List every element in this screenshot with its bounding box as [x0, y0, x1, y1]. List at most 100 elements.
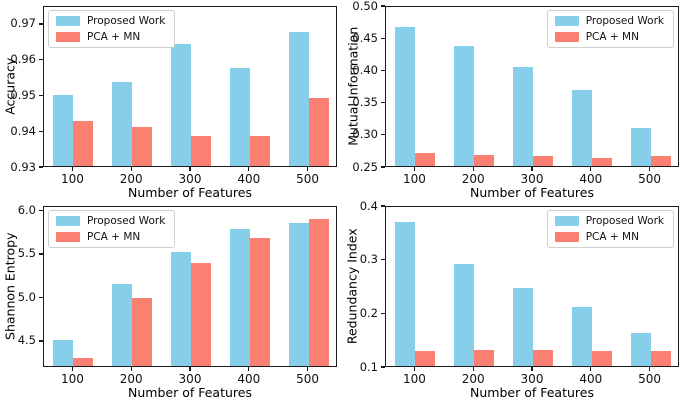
bar-pca-mn-500: [308, 97, 329, 166]
y-tick-label: 0.95: [10, 87, 36, 102]
x-axis-label: Number of Features: [128, 385, 252, 400]
legend: Proposed Work PCA + MN: [546, 10, 674, 48]
legend: Proposed Work PCA + MN: [48, 10, 176, 48]
bar-proposed-work-100: [53, 340, 74, 366]
x-tick-mark: [71, 167, 74, 171]
legend-swatch-icon: [554, 216, 579, 227]
x-tick-label: 400: [237, 172, 261, 186]
bar-proposed-work-100: [395, 27, 416, 166]
y-tick-mark: [381, 69, 385, 72]
y-tick-mark: [381, 312, 385, 314]
bar-proposed-work-400: [571, 306, 592, 366]
bar-pca-mn-100: [73, 121, 94, 166]
y-axis-label-wrap: Redundancy Index: [344, 206, 362, 367]
x-tick-mark: [590, 167, 592, 171]
y-tick-label: 0.35: [352, 95, 378, 110]
y-tick-mark: [39, 209, 43, 212]
x-tick-label: 200: [119, 372, 143, 386]
y-tick-mark: [39, 253, 43, 255]
bar-proposed-work-500: [630, 128, 651, 166]
bar-proposed-work-200: [454, 264, 475, 366]
y-tick-label: 0.40: [352, 62, 378, 77]
x-tick-label: 400: [579, 172, 603, 186]
x-tick-label: 300: [520, 372, 544, 386]
bar-pca-mn-400: [591, 351, 612, 366]
legend-item: Proposed Work: [56, 216, 165, 227]
x-tick-mark: [130, 367, 132, 371]
x-tick-label: 500: [296, 172, 320, 186]
y-tick-mark: [381, 205, 385, 207]
x-tick-label: 500: [638, 372, 662, 386]
x-tick-mark: [306, 167, 309, 171]
x-tick-label: 200: [119, 172, 143, 186]
bar-pca-mn-200: [132, 297, 153, 366]
legend-swatch-icon: [554, 231, 579, 242]
x-tick-mark: [531, 367, 533, 371]
x-tick-label: 100: [60, 172, 84, 186]
x-tick-label: 100: [402, 172, 426, 186]
y-tick-label: 5.5: [17, 246, 36, 261]
x-tick-mark: [413, 367, 416, 371]
y-tick-mark: [381, 259, 385, 261]
x-tick-mark: [648, 167, 651, 171]
chart-mutual-information: Mutual Information 0.25 0.30 0.35 0.40 0.45 0.…: [342, 0, 685, 200]
legend-swatch-icon: [56, 16, 80, 27]
x-axis-label: Number of Features: [128, 185, 252, 200]
x-tick-mark: [472, 167, 474, 171]
bar-pca-mn-300: [191, 262, 211, 366]
legend-item: Proposed Work: [554, 216, 664, 227]
bar-pca-mn-300: [191, 135, 211, 166]
y-tick-mark: [39, 130, 43, 132]
bar-pca-mn-500: [650, 155, 671, 166]
y-axis-label-wrap: Accuracy: [2, 6, 20, 167]
x-tick-mark: [648, 367, 651, 371]
legend-label: Proposed Work: [585, 15, 664, 27]
bar-proposed-work-200: [112, 284, 133, 366]
x-tick-label: 300: [178, 172, 202, 186]
y-tick-mark: [381, 5, 385, 7]
x-tick-mark: [590, 367, 592, 371]
y-axis-label: Redundancy Index: [344, 228, 360, 345]
bar-pca-mn-300: [533, 350, 553, 366]
legend-swatch-icon: [554, 16, 579, 27]
y-tick-mark: [39, 296, 43, 299]
legend-label: Proposed Work: [87, 215, 166, 227]
bar-pca-mn-300: [533, 155, 553, 166]
legend-item: PCA + MN: [56, 231, 165, 243]
y-tick-label: 4.5: [17, 333, 36, 348]
y-tick-mark: [39, 59, 43, 61]
bar-pca-mn-100: [415, 153, 436, 166]
bar-pca-mn-200: [474, 154, 495, 166]
x-tick-label: 200: [461, 172, 485, 186]
bar-pca-mn-400: [591, 157, 612, 166]
bar-proposed-work-300: [513, 67, 533, 166]
bar-pca-mn-100: [73, 357, 94, 366]
y-tick-label: 0.1: [359, 359, 378, 374]
x-tick-mark: [306, 367, 309, 371]
y-tick-label: 0.50: [352, 0, 378, 13]
plot-area: [385, 206, 679, 367]
y-tick-label: 0.30: [352, 127, 378, 142]
bar-proposed-work-300: [171, 251, 191, 366]
legend: Proposed Work PCA + MN: [48, 210, 176, 248]
bar-pca-mn-400: [249, 135, 270, 166]
bar-pca-mn-400: [249, 237, 270, 366]
bar-proposed-work-400: [229, 68, 250, 166]
x-tick-label: 400: [579, 372, 603, 386]
chart-shannon-entropy: Shannon Entropy 4.5 5.0 5.5 6.0 100 200 300 400 5…: [0, 200, 342, 400]
x-tick-mark: [189, 167, 191, 171]
y-tick-label: 0.93: [10, 159, 36, 174]
y-tick-label: 0.2: [359, 305, 378, 320]
y-tick-mark: [381, 166, 385, 168]
y-tick-mark: [39, 166, 43, 168]
chart-redundancy-index: Redundancy Index 0.1 0.2 0.3 0.4 100 200 300 400…: [342, 200, 685, 400]
y-tick-label: 0.3: [359, 252, 378, 267]
y-tick-mark: [39, 23, 43, 25]
bar-pca-mn-500: [308, 219, 329, 366]
legend-swatch-icon: [56, 216, 80, 227]
bar-proposed-work-400: [571, 90, 592, 166]
bar-pca-mn-200: [474, 350, 495, 366]
y-tick-mark: [381, 101, 385, 104]
legend-label: PCA + MN: [585, 230, 639, 243]
